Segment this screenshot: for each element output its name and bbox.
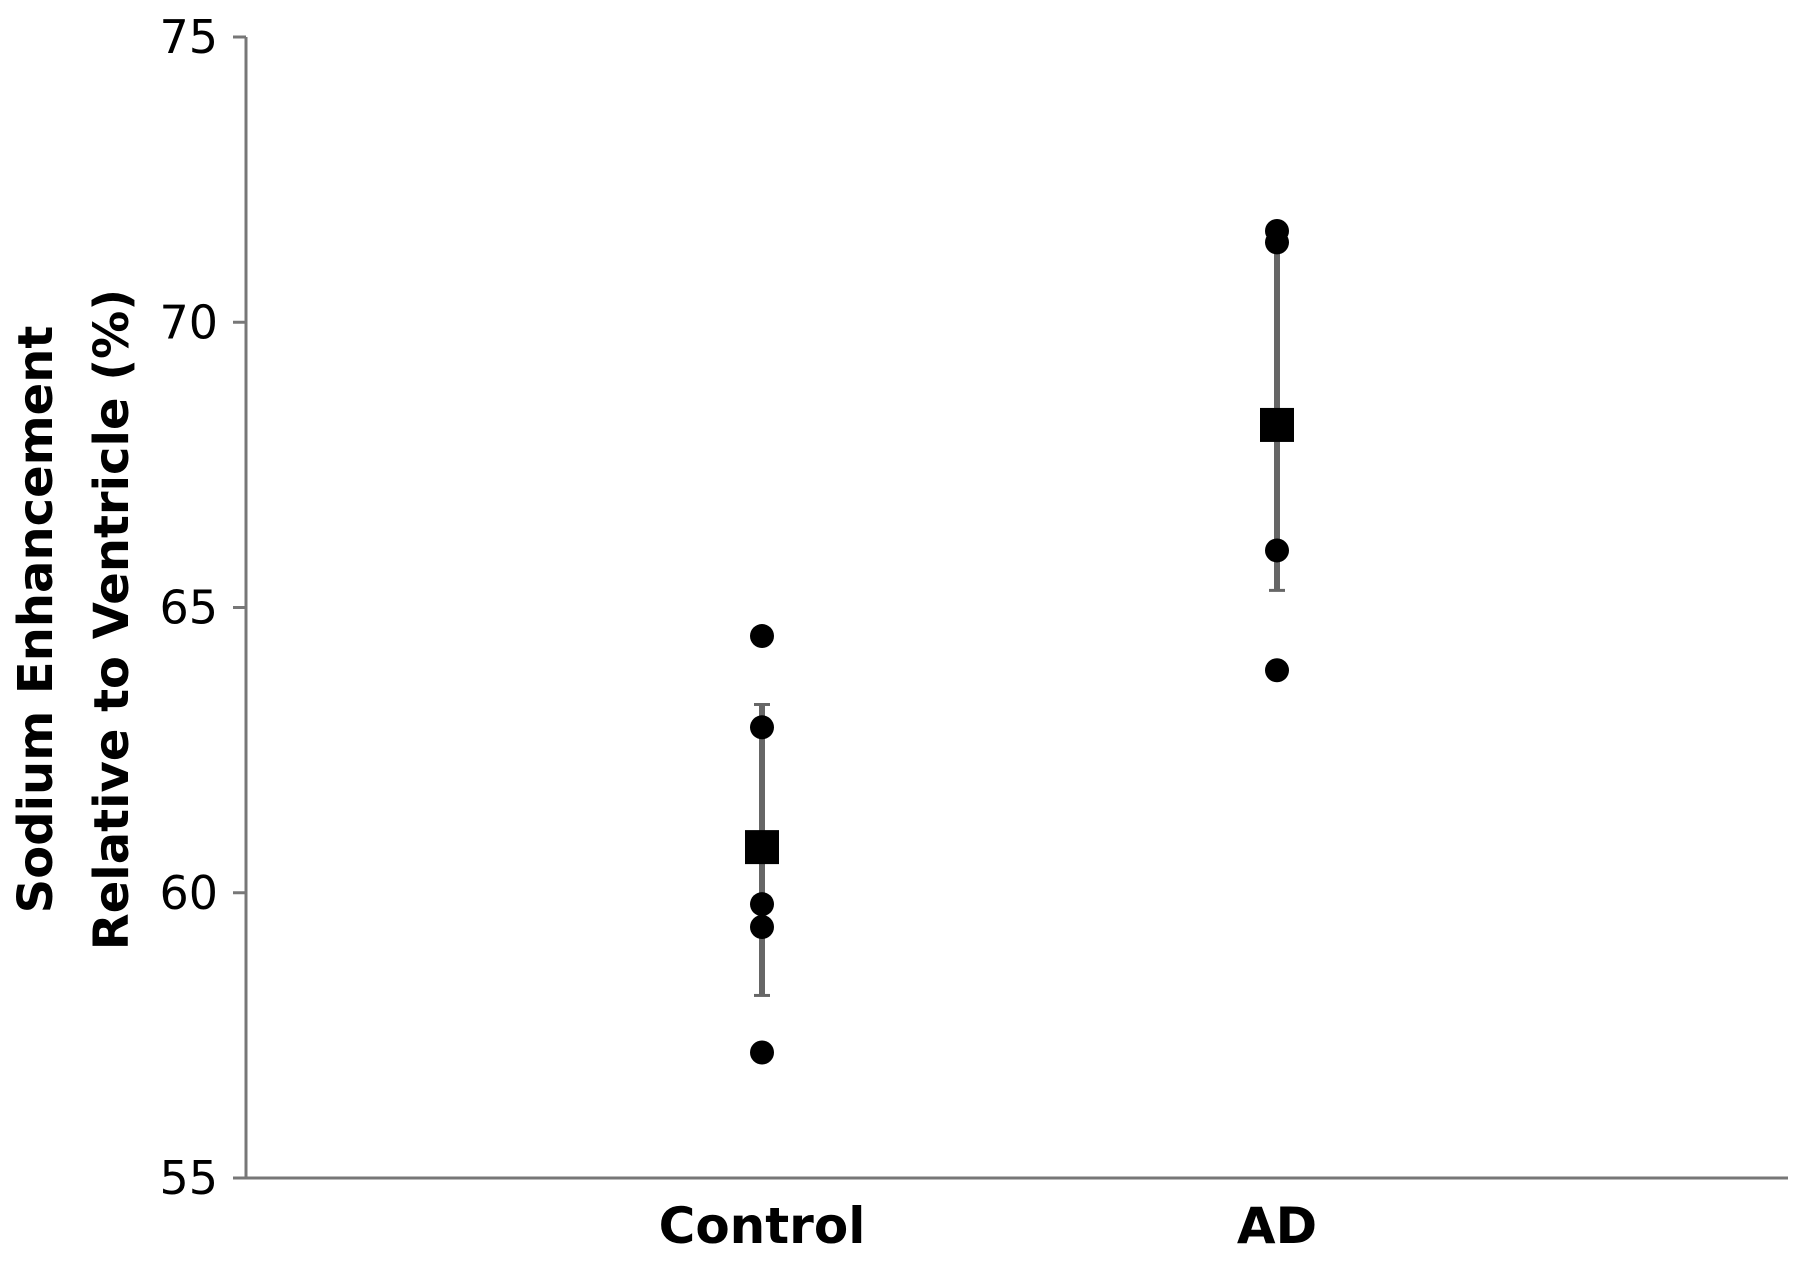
x-category-labels: Control AD bbox=[659, 1197, 1317, 1255]
data-points bbox=[750, 218, 1289, 1065]
y-ticks: 55 60 65 70 75 bbox=[159, 10, 246, 1205]
y-axis-title: Sodium Enhancement Relative to Ventricle … bbox=[8, 289, 140, 950]
data-point bbox=[1265, 230, 1289, 255]
y-tick-label: 70 bbox=[159, 295, 218, 349]
mean-marker bbox=[745, 830, 779, 865]
y-axis-title-line: Relative to Ventricle (%) bbox=[84, 289, 140, 950]
x-category-label: Control bbox=[659, 1197, 866, 1255]
error-bars bbox=[754, 246, 1285, 997]
data-point bbox=[750, 892, 774, 917]
data-point bbox=[750, 624, 774, 649]
y-tick-label: 65 bbox=[159, 581, 218, 635]
y-tick-label: 75 bbox=[159, 10, 218, 64]
y-tick-label: 55 bbox=[159, 1151, 218, 1205]
axes bbox=[244, 37, 1788, 1180]
y-axis-title-line: Sodium Enhancement bbox=[8, 326, 64, 914]
data-point bbox=[750, 914, 774, 939]
data-point bbox=[1265, 538, 1289, 563]
mean-markers bbox=[745, 407, 1294, 865]
data-point bbox=[750, 1040, 774, 1065]
data-point bbox=[750, 715, 774, 740]
x-category-label: AD bbox=[1237, 1197, 1317, 1255]
mean-marker bbox=[1260, 407, 1294, 442]
data-point bbox=[1265, 658, 1289, 683]
y-tick-label: 60 bbox=[159, 866, 218, 920]
